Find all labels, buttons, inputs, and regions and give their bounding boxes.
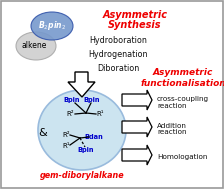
Text: Synthesis: Synthesis: [108, 20, 162, 30]
Text: R²: R²: [66, 111, 74, 117]
Polygon shape: [122, 117, 152, 137]
Text: cross-coupling
reaction: cross-coupling reaction: [157, 95, 209, 108]
Polygon shape: [122, 90, 152, 110]
Text: gem-diborylalkane: gem-diborylalkane: [40, 170, 124, 180]
Polygon shape: [68, 72, 95, 97]
Text: Hydroboration: Hydroboration: [89, 36, 147, 45]
Text: Homologation: Homologation: [157, 154, 207, 160]
Text: Addition
reaction: Addition reaction: [157, 122, 187, 136]
Text: alkene: alkene: [21, 42, 47, 50]
Text: Bdan: Bdan: [85, 134, 103, 140]
Polygon shape: [122, 145, 152, 165]
Ellipse shape: [38, 90, 126, 170]
Text: Hydrogenation: Hydrogenation: [88, 50, 148, 59]
Text: &: &: [39, 128, 47, 138]
Text: Asymmetric: Asymmetric: [103, 10, 168, 20]
Text: Diboration: Diboration: [97, 64, 139, 73]
Ellipse shape: [16, 32, 56, 60]
Text: R²: R²: [62, 132, 70, 138]
Text: R¹: R¹: [96, 111, 104, 117]
Ellipse shape: [31, 12, 73, 40]
Text: Asymmetric: Asymmetric: [153, 68, 213, 77]
Text: Bpin: Bpin: [64, 97, 80, 103]
Text: functionalisation: functionalisation: [140, 79, 224, 88]
Text: B$_2$pin$_2$: B$_2$pin$_2$: [38, 19, 66, 33]
Text: Bpin: Bpin: [84, 97, 100, 103]
Text: Bpin: Bpin: [78, 147, 94, 153]
Text: R¹: R¹: [62, 143, 70, 149]
